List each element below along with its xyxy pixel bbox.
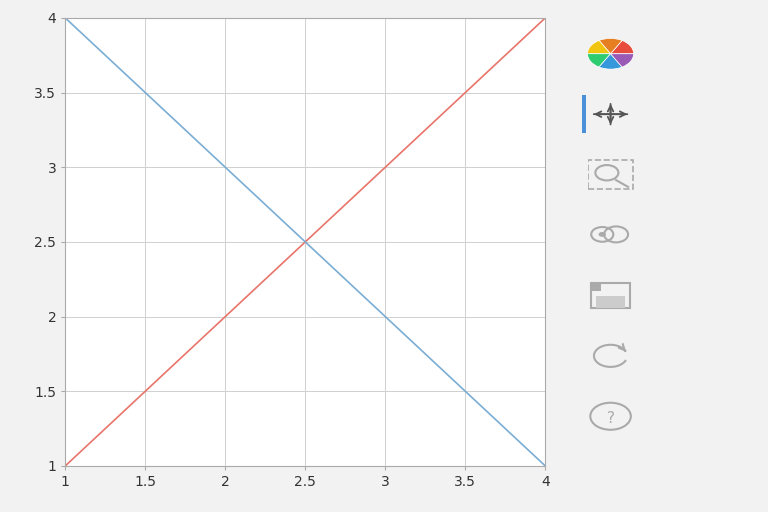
Bar bbox=[596, 296, 625, 308]
Text: ?: ? bbox=[607, 411, 614, 425]
Polygon shape bbox=[591, 283, 601, 291]
Bar bbox=[591, 283, 630, 308]
Circle shape bbox=[598, 232, 606, 237]
